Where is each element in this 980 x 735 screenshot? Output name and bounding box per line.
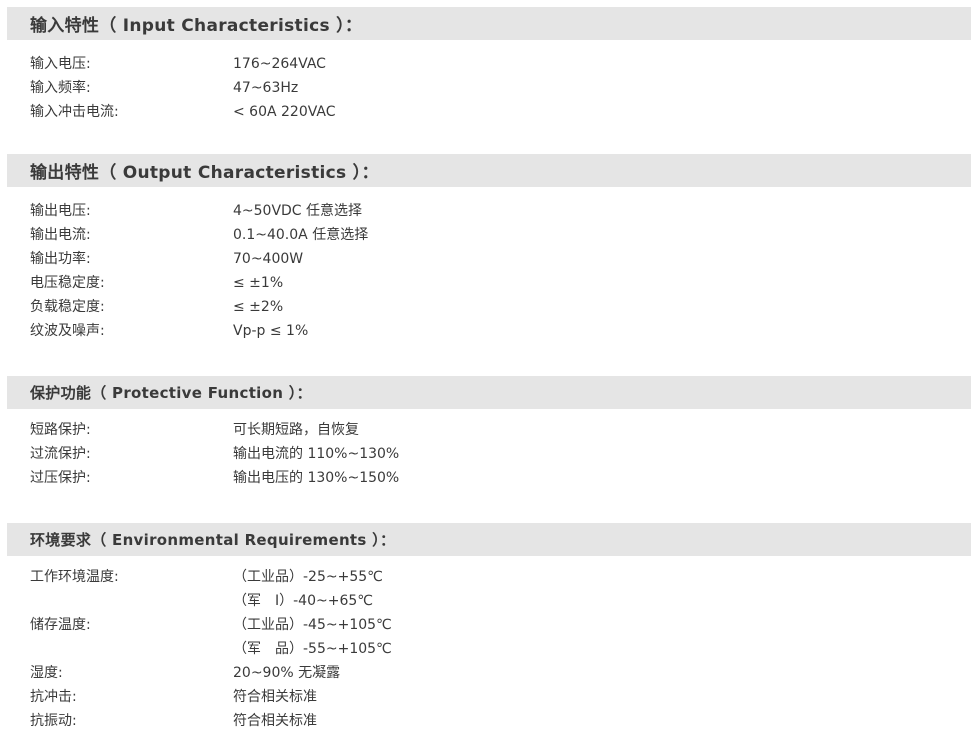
spec-row: 负载稳定度: ≤ ±2% [30,295,980,319]
spec-row: （军 品）-55~+105℃ [30,637,980,661]
spec-row-value: 70~400W [233,251,304,267]
spec-row: 储存温度: （工业品）-45~+105℃ [30,613,980,637]
spec-row-label: 工作环境温度: [30,569,119,585]
spec-row-label: 纹波及噪声: [30,323,105,339]
spec-row-label: 抗冲击: [30,689,77,705]
spec-row: 纹波及噪声: Vp-p ≤ 1% [30,319,980,343]
spec-row: 输入冲击电流: < 60A 220VAC [30,100,980,124]
spec-row-value: 4~50VDC 任意选择 [233,203,363,219]
section-rows: 短路保护: 可长期短路，自恢复 过流保护: 输出电流的 110%~130% 过压… [0,418,980,490]
spec-row-value: 符合相关标准 [233,713,317,729]
spec-row: 过流保护: 输出电流的 110%~130% [30,442,980,466]
spec-row-value: （军 Ⅰ）-40~+65℃ [233,593,373,609]
section-header-bar: 保护功能（ Protective Function ）： [7,376,971,409]
spec-row: 输入频率: 47~63Hz [30,76,980,100]
spec-row: 输出电压: 4~50VDC 任意选择 [30,199,980,223]
spec-row-value: 可长期短路，自恢复 [233,422,359,438]
spec-row-label [30,637,233,661]
section-header-bar: 输入特性（ Input Characteristics ）： [7,7,971,40]
spec-row-value: 20~90% 无凝露 [233,665,341,681]
spec-section: 环境要求（ Environmental Requirements ）： 工作环境… [0,523,980,733]
spec-section: 输入特性（ Input Characteristics ）： 输入电压: 176… [0,7,980,124]
spec-row: 输出功率: 70~400W [30,247,980,271]
spec-row: 输入电压: 176~264VAC [30,52,980,76]
section-rows: 输入电压: 176~264VAC 输入频率: 47~63Hz 输入冲击电流: <… [0,52,980,124]
spec-row-label [30,589,233,613]
spec-row-label: 输入冲击电流: [30,104,119,120]
spec-row-value: （工业品）-45~+105℃ [233,617,392,633]
spec-row: 工作环境温度: （工业品）-25~+55℃ [30,565,980,589]
spec-row-value: 输出电压的 130%~150% [233,470,400,486]
spec-row-label: 输出电流: [30,227,91,243]
section-title: 输出特性（ Output Characteristics ）： [30,163,379,183]
section-header-bar: 输出特性（ Output Characteristics ）： [7,154,971,187]
spec-row-label: 电压稳定度: [30,275,105,291]
spec-row-label: 过流保护: [30,446,91,462]
spec-row-value: ≤ ±2% [233,299,284,315]
spec-row-value: 47~63Hz [233,80,299,96]
spec-row-label: 过压保护: [30,470,91,486]
spec-section: 保护功能（ Protective Function ）： 短路保护: 可长期短路… [0,376,980,490]
spec-row-value: 0.1~40.0A 任意选择 [233,227,369,243]
spec-row: 湿度: 20~90% 无凝露 [30,661,980,685]
spec-row: （军 Ⅰ）-40~+65℃ [30,589,980,613]
spec-row-label: 输入频率: [30,80,91,96]
spec-row-value: 符合相关标准 [233,689,317,705]
spec-row-value: 输出电流的 110%~130% [233,446,400,462]
spec-row-label: 抗振动: [30,713,77,729]
spec-row: 过压保护: 输出电压的 130%~150% [30,466,980,490]
spec-row-label: 湿度: [30,665,63,681]
spec-row-value: 176~264VAC [233,56,326,72]
spec-row: 抗冲击: 符合相关标准 [30,685,980,709]
spec-row-label: 输入电压: [30,56,91,72]
spec-row: 短路保护: 可长期短路，自恢复 [30,418,980,442]
spec-section: 输出特性（ Output Characteristics ）： 输出电压: 4~… [0,154,980,343]
spec-row-label: 短路保护: [30,422,91,438]
spec-row: 抗振动: 符合相关标准 [30,709,980,733]
section-rows: 输出电压: 4~50VDC 任意选择 输出电流: 0.1~40.0A 任意选择 … [0,199,980,343]
spec-row-label: 输出功率: [30,251,91,267]
spec-row-value: ≤ ±1% [233,275,284,291]
section-rows: 工作环境温度: （工业品）-25~+55℃ （军 Ⅰ）-40~+65℃ 储存温度… [0,565,980,733]
spec-row-value: < 60A 220VAC [233,104,336,120]
spec-row: 电压稳定度: ≤ ±1% [30,271,980,295]
spec-row-label: 储存温度: [30,617,91,633]
spec-row-value: （军 品）-55~+105℃ [233,641,392,657]
spec-row: 输出电流: 0.1~40.0A 任意选择 [30,223,980,247]
spec-row-label: 输出电压: [30,203,91,219]
spec-row-value: Vp-p ≤ 1% [233,323,309,339]
section-title: 输入特性（ Input Characteristics ）： [30,16,363,36]
section-header-bar: 环境要求（ Environmental Requirements ）： [7,523,971,556]
section-title: 环境要求（ Environmental Requirements ）： [30,531,396,549]
section-title: 保护功能（ Protective Function ）： [30,384,312,402]
spec-row-value: （工业品）-25~+55℃ [233,569,383,585]
spec-row-label: 负载稳定度: [30,299,105,315]
